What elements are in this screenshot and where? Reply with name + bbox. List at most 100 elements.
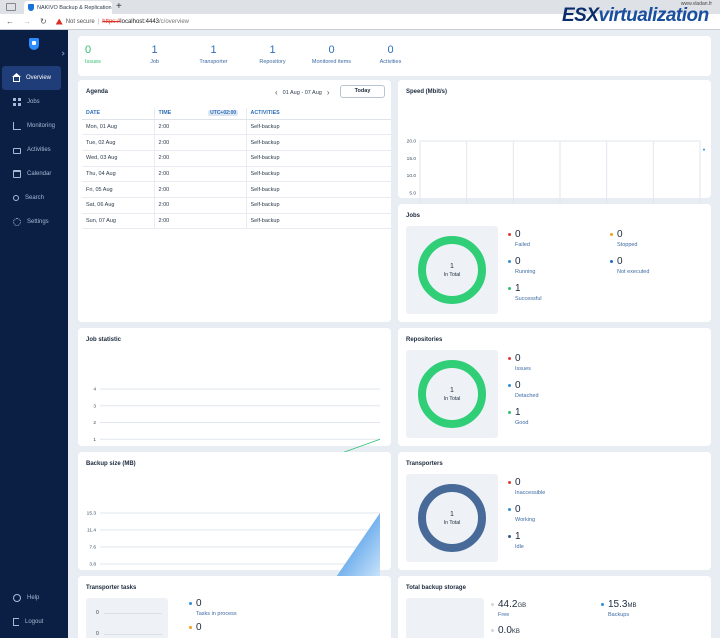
job-statistic-chart: 4321021 Jul22 Jul23 Jul24 Jul25 Jul26 Ju… <box>93 387 386 466</box>
reload-icon[interactable]: ↻ <box>40 17 47 26</box>
sidebar-item-jobs[interactable]: Jobs <box>0 90 68 114</box>
table-row[interactable]: Thu, 04 Aug 2:00 Self-backup <box>82 166 391 183</box>
col-time: TIME UTC+02:00 <box>153 108 246 120</box>
url-field[interactable]: Not secure | https://localhost:4443/c/ov… <box>55 18 189 25</box>
esx-watermark-logo: www.vladan.fr ESXvirtualization <box>562 1 712 26</box>
table-row[interactable]: Tue, 02 Aug 2:00 Self-backup <box>82 134 391 151</box>
collapse-icon[interactable] <box>60 51 65 56</box>
transporters-card: Transporters 1 In Total 0 Inaccessible 0 Wo… <box>398 452 711 570</box>
summary-value: 1 <box>269 44 276 56</box>
table-row[interactable]: Sun, 07 Aug 2:00 Self-backup <box>82 213 391 230</box>
jobs-total-label: In Total <box>443 272 461 278</box>
watermark-site: www.vladan.fr <box>680 1 712 7</box>
sidebar-item-overview[interactable]: Overview <box>2 66 61 90</box>
summary-value: 0 <box>328 44 335 56</box>
cell-time: 2:00 <box>153 119 246 136</box>
legend-failed: 0 Failed <box>508 229 530 248</box>
transporters-title: Transporters <box>406 461 443 467</box>
legend-label: Working <box>515 517 536 523</box>
summary-transporter[interactable]: 1 Transporter <box>184 36 243 76</box>
legend-label: Stopped <box>617 242 638 248</box>
new-tab-button[interactable]: + <box>116 1 122 12</box>
agenda-title: Agenda <box>86 89 109 95</box>
cell-date: Mon, 01 Aug <box>82 119 154 136</box>
cell-activity: Self-backup <box>245 197 391 214</box>
legend-dot <box>508 411 511 414</box>
help-icon <box>13 594 21 602</box>
col-activities: ACTIVITIES <box>245 108 391 120</box>
url-host: localhost:4443 <box>120 18 159 25</box>
y-tick-label: 11.4 <box>87 528 96 534</box>
legend-label: Not executed <box>617 269 650 275</box>
sidebar-item-monitoring[interactable]: Monitoring <box>0 114 68 138</box>
next-week-icon[interactable]: › <box>326 88 330 97</box>
legend-inaccessible: 0 Inaccessible <box>508 477 545 496</box>
transporter-tasks-card: Transporter tasks 0 0 0 Tasks in process 0 <box>78 576 391 638</box>
summary-issues[interactable]: 0 Issues <box>85 36 107 76</box>
table-row[interactable]: Mon, 01 Aug 2:00 Self-backup <box>82 119 391 136</box>
warning-icon <box>55 18 63 25</box>
sidebar-item-label: Settings <box>27 219 49 225</box>
sidebar-item-calendar[interactable]: Calendar <box>0 162 68 186</box>
cell-activity: Self-backup <box>245 134 391 151</box>
summary-repository[interactable]: 1 Repository <box>243 36 302 76</box>
summary-monitored-items[interactable]: 0 Monitored items <box>302 36 361 76</box>
sidebar-item-activities[interactable]: Activities <box>0 138 68 162</box>
table-row[interactable]: Fri, 05 Aug 2:00 Self-backup <box>82 181 391 198</box>
forward-icon[interactable]: → <box>23 17 31 26</box>
today-button[interactable]: Today <box>340 85 385 98</box>
legend-issues: 0 Issues <box>508 353 531 372</box>
agenda-range: 01 Aug - 07 Aug <box>282 89 322 96</box>
table-row[interactable]: Sat, 06 Aug 2:00 Self-backup <box>82 197 391 214</box>
prev-week-icon[interactable]: ‹ <box>275 88 278 97</box>
summary-label: Monitored items <box>311 59 352 65</box>
series-area <box>333 513 380 581</box>
table-row[interactable]: Wed, 03 Aug 2:00 Self-backup <box>82 150 391 167</box>
speed-chart: 20.015.010.05.00.021 Jul22 Jul23 Jul24 J… <box>407 139 707 220</box>
legend-dot <box>508 357 511 360</box>
legend-label: Good <box>515 420 529 426</box>
search-icon <box>13 195 19 201</box>
legend-value: 0 <box>515 477 521 488</box>
cell-time: 2:00 <box>153 134 246 151</box>
legend-value: 0 <box>515 256 521 267</box>
summary-label: Activities <box>379 59 402 65</box>
back-icon[interactable]: ← <box>6 17 14 26</box>
agenda-table: DATE TIME UTC+02:00 ACTIVITIES Mon, 01 Au… <box>82 108 391 230</box>
legend-value: 1 <box>515 531 521 542</box>
tab-title: NAKIVO Backup & Replication <box>37 4 112 11</box>
cell-time: 2:00 <box>153 150 246 167</box>
summary-label: Job <box>150 59 159 65</box>
agenda-card: Agenda ‹ 01 Aug - 07 Aug › Today DATE TI… <box>78 80 391 322</box>
tasks-axis-label: 0 <box>96 610 99 616</box>
summary-activities[interactable]: 0 Activities <box>361 36 420 76</box>
repositories-title: Repositories <box>406 337 443 343</box>
legend-tasks-in-process: 0 Tasks in process <box>189 598 237 617</box>
pulse-icon <box>13 122 21 130</box>
transporters-total-label: In Total <box>443 520 461 526</box>
sidebar-item-logout[interactable]: Logout <box>0 610 68 634</box>
window-menu-icon[interactable] <box>6 3 16 11</box>
summary-job[interactable]: 1 Job <box>125 36 184 76</box>
legend-dot <box>508 287 511 290</box>
gear-icon <box>13 218 21 226</box>
legend-not-executed: 0 Not executed <box>610 256 650 275</box>
jobs-donut: 1 In Total <box>406 226 498 314</box>
transporters-donut: 1 In Total <box>406 474 498 562</box>
timezone-badge[interactable]: UTC+02:00 <box>208 110 239 117</box>
sidebar-item-help[interactable]: Help <box>0 586 68 610</box>
legend-idle: 1 Idle <box>508 531 524 550</box>
legend-value: 1 <box>515 283 521 294</box>
browser-tab[interactable]: NAKIVO Backup & Replication × <box>24 1 112 14</box>
legend-value: 0 <box>617 256 623 267</box>
sidebar-item-settings[interactable]: Settings <box>0 210 68 234</box>
main-content: 0 Issues 1 Job 1 Transporter 1 Repository 0 Monit… <box>68 30 720 638</box>
legend-item: 0 <box>189 622 202 635</box>
legend-label: Idle <box>515 544 524 550</box>
legend-label: Running <box>515 269 536 275</box>
sidebar-item-search[interactable]: Search <box>0 186 68 210</box>
y-tick-label: 1 <box>93 437 96 443</box>
storage-chart <box>406 598 484 638</box>
legend-value: 0 <box>515 229 521 240</box>
app-logo-icon <box>29 38 39 50</box>
